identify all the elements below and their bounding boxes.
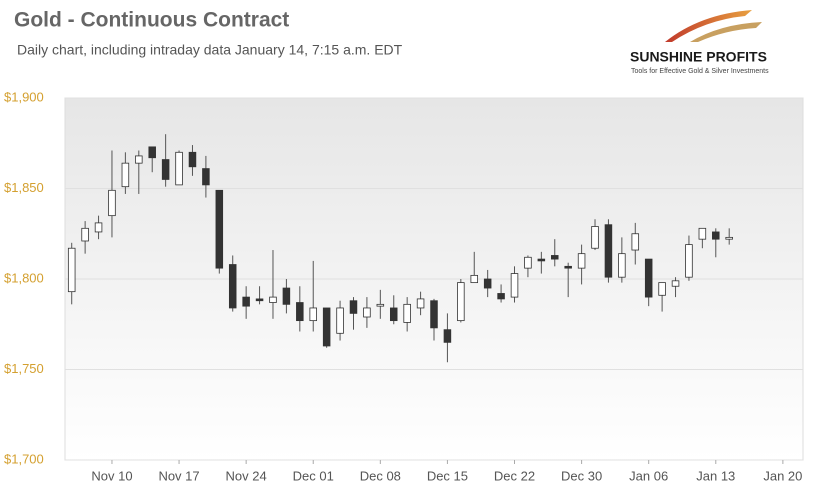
candle-body — [497, 293, 505, 300]
chart-subtitle: Daily chart, including intraday data Jan… — [17, 42, 403, 58]
candle-body — [67, 247, 76, 293]
candle-body — [457, 282, 465, 322]
candle-body — [671, 280, 680, 287]
candle-body — [282, 287, 291, 305]
x-tick-label: Jan 06 — [629, 468, 668, 483]
candle-body — [228, 264, 237, 309]
candle-body — [215, 189, 224, 269]
candle-body — [510, 273, 519, 298]
x-tick-label: Jan 13 — [696, 468, 735, 483]
candle-body — [108, 189, 116, 217]
candle-body — [349, 300, 358, 314]
candle-body — [537, 258, 546, 262]
candle-body — [309, 307, 317, 322]
candle-body — [161, 159, 170, 180]
candle-body — [631, 233, 640, 251]
x-tick-label: Nov 10 — [91, 468, 132, 483]
candle-body — [322, 307, 331, 347]
candle-body — [470, 274, 479, 284]
candle-body — [604, 224, 613, 278]
x-tick-label: Dec 01 — [293, 468, 334, 483]
candle-body — [188, 151, 197, 168]
candle-body — [564, 265, 572, 269]
candle-body — [376, 303, 385, 307]
x-tick-label: Nov 17 — [158, 468, 199, 483]
x-tick-label: Jan 20 — [763, 468, 802, 483]
y-tick-label: $1,750 — [4, 361, 44, 376]
candle-body — [175, 151, 183, 186]
x-tick-label: Dec 15 — [427, 468, 468, 483]
x-tick-label: Dec 22 — [494, 468, 535, 483]
candle-body — [148, 146, 156, 159]
candle-body — [242, 296, 250, 307]
candle-body — [94, 222, 103, 233]
logo-swoosh — [690, 22, 762, 42]
candle-body — [255, 298, 264, 302]
candle-body — [658, 282, 666, 296]
logo-name: SUNSHINE PROFITS — [630, 49, 767, 65]
candle-body — [202, 168, 210, 186]
y-tick-label: $1,850 — [4, 180, 44, 195]
candle-body — [712, 231, 720, 240]
candle-body — [443, 329, 452, 343]
candle-body — [725, 236, 733, 240]
candle-body — [363, 307, 371, 318]
candle-body — [296, 302, 304, 322]
candle-body — [685, 244, 693, 278]
candle-body — [269, 296, 277, 303]
candle-body — [524, 256, 532, 269]
y-tick-label: $1,700 — [4, 451, 44, 466]
candle-body — [81, 227, 89, 242]
x-tick-label: Dec 30 — [561, 468, 602, 483]
candle-body — [430, 300, 438, 329]
candle-body — [591, 226, 599, 249]
x-tick-label: Dec 08 — [360, 468, 401, 483]
candle-body — [644, 258, 653, 298]
candle-body — [618, 253, 626, 278]
candle-body — [135, 155, 143, 164]
chart-title: Gold - Continuous Contract — [14, 9, 289, 32]
y-tick-label: $1,900 — [4, 89, 44, 104]
candle-body — [416, 298, 425, 309]
candle-body — [389, 307, 398, 322]
x-tick-label: Nov 24 — [226, 468, 267, 483]
candle-body — [698, 227, 707, 240]
logo: SUNSHINE PROFITS Tools for Effective Gol… — [630, 10, 769, 75]
y-tick-label: $1,800 — [4, 270, 44, 285]
candle-body — [483, 278, 492, 289]
candle-body — [577, 253, 586, 269]
candle-body — [121, 162, 130, 188]
candle-body — [336, 307, 344, 334]
candle-body — [403, 303, 411, 323]
logo-swoosh — [665, 10, 752, 42]
candle-body — [551, 255, 559, 260]
logo-tagline: Tools for Effective Gold & Silver Invest… — [631, 68, 769, 75]
